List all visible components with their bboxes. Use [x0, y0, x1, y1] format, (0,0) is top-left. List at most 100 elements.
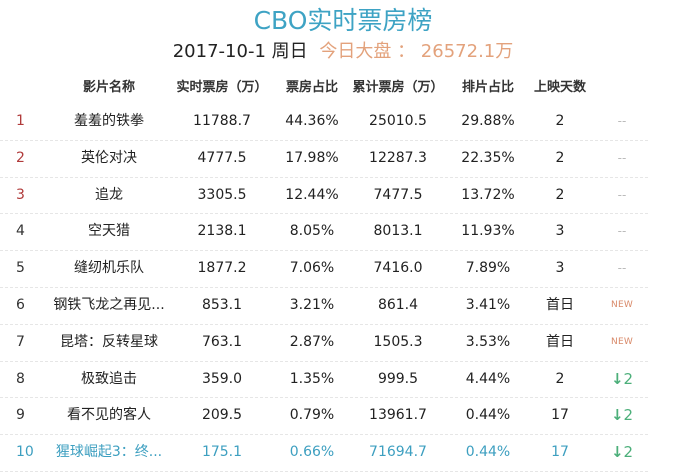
screening-share: 3.53% [465, 333, 511, 350]
table-row[interactable]: 3 追龙 3305.5 12.44% 7477.5 13.72% 2 -- [0, 178, 648, 215]
table-row[interactable]: 4 空天猎 2138.1 8.05% 8013.1 11.93% 3 -- [0, 214, 648, 252]
box-office-share: 17.98% [285, 149, 339, 166]
days-released: 2 [555, 113, 565, 129]
screening-share: 4.44% [465, 370, 511, 387]
table-row[interactable]: 1 羞羞的铁拳 11788.7 44.36% 25010.5 29.88% 2 … [0, 104, 648, 141]
table-header: 影片名称 实时票房（万） 票房占比 累计票房（万） 排片占比 上映天数 [0, 76, 648, 100]
screening-share: 0.44% [465, 407, 511, 424]
screening-share: 11.93% [461, 223, 515, 240]
screening-share: 0.44% [465, 444, 511, 461]
rank-change-down: ↓2 [596, 362, 648, 397]
table-row-highlighted[interactable]: 10 猩球崛起3：终... 175.1 0.66% 71694.7 0.44% … [0, 435, 648, 472]
rank-change-value: 2 [623, 443, 634, 462]
cumulative-box-office: 7416.0 [373, 260, 423, 277]
realtime-box-office: 1877.2 [197, 260, 247, 277]
table-row[interactable]: 5 缝纫机乐队 1877.2 7.06% 7416.0 7.89% 3 -- [0, 251, 648, 288]
box-office-share: 7.06% [289, 260, 335, 277]
realtime-box-office: 359.0 [201, 370, 243, 387]
cumulative-box-office: 7477.5 [373, 186, 423, 203]
cumulative-box-office: 1505.3 [373, 333, 423, 350]
screening-share: 29.88% [461, 113, 515, 129]
box-office-share: 8.05% [289, 223, 335, 240]
column-header-screen-share[interactable]: 排片占比 [461, 80, 514, 95]
movie-name[interactable]: 空天猎 [88, 223, 130, 240]
cumulative-box-office: 12287.3 [369, 149, 427, 166]
movie-name[interactable]: 昆塔：反转星球 [60, 333, 158, 350]
days-released: 3 [555, 223, 565, 240]
arrow-down-icon: ↓ [610, 406, 624, 425]
movie-name[interactable]: 缝纫机乐队 [74, 260, 144, 277]
trend-none: -- [617, 261, 627, 276]
days-released: 3 [555, 260, 565, 277]
column-header-cumulative[interactable]: 累计票房（万） [352, 80, 444, 95]
screening-share: 7.89% [465, 260, 511, 277]
rank: 9 [16, 407, 25, 424]
realtime-box-office: 3305.5 [197, 186, 247, 203]
movie-name[interactable]: 英伦对决 [81, 149, 137, 166]
movie-name[interactable]: 羞羞的铁拳 [74, 113, 144, 129]
movie-name[interactable]: 钢铁飞龙之再见... [53, 296, 165, 313]
table-row[interactable]: 7 昆塔：反转星球 763.1 2.87% 1505.3 3.53% 首日 NE… [0, 325, 648, 362]
arrow-down-icon: ↓ [610, 443, 624, 462]
rank: 5 [16, 260, 25, 277]
box-office-share: 44.36% [285, 113, 339, 129]
movie-name[interactable]: 极致追击 [81, 370, 137, 387]
rank-change-value: 2 [623, 369, 634, 388]
days-released: 首日 [546, 333, 574, 350]
new-badge: NEW [611, 299, 633, 310]
trend-none: -- [617, 114, 627, 128]
days-released: 17 [551, 444, 569, 461]
rank-change-value: 2 [623, 406, 634, 425]
realtime-box-office: 11788.7 [193, 113, 251, 129]
screening-share: 22.35% [461, 149, 515, 166]
box-office-table: 1 羞羞的铁拳 11788.7 44.36% 25010.5 29.88% 2 … [0, 104, 648, 472]
realtime-box-office: 175.1 [201, 444, 243, 461]
table-row[interactable]: 2 英伦对决 4777.5 17.98% 12287.3 22.35% 2 -- [0, 141, 648, 178]
table-row[interactable]: 8 极致追击 359.0 1.35% 999.5 4.44% 2 ↓2 [0, 362, 648, 399]
cumulative-box-office: 71694.7 [369, 444, 427, 461]
rank: 1 [16, 113, 25, 129]
realtime-box-office: 209.5 [201, 407, 243, 424]
realtime-box-office: 853.1 [201, 296, 243, 313]
column-header-name[interactable]: 影片名称 [82, 80, 135, 95]
total-box-office: 今日大盘 ： 26572.1万 [319, 41, 514, 62]
realtime-box-office: 2138.1 [197, 223, 247, 240]
cumulative-box-office: 25010.5 [369, 113, 427, 129]
box-office-share: 12.44% [285, 186, 339, 203]
cumulative-box-office: 8013.1 [373, 223, 423, 240]
column-header-share[interactable]: 票房占比 [285, 80, 338, 95]
box-office-share: 2.87% [289, 333, 335, 350]
cumulative-box-office: 861.4 [377, 296, 419, 313]
rank: 3 [16, 186, 25, 203]
column-header-realtime[interactable]: 实时票房（万） [176, 80, 268, 95]
movie-name[interactable]: 猩球崛起3：终... [55, 444, 163, 461]
box-office-share: 0.66% [289, 444, 335, 461]
rank: 4 [16, 223, 25, 240]
new-badge: NEW [611, 336, 633, 347]
movie-name[interactable]: 看不见的客人 [67, 407, 151, 424]
rank: 2 [16, 149, 25, 166]
box-office-share: 1.35% [289, 370, 335, 387]
days-released: 首日 [546, 296, 574, 313]
trend-none: -- [617, 150, 627, 165]
movie-name[interactable]: 追龙 [95, 186, 123, 203]
screening-share: 13.72% [461, 186, 515, 203]
days-released: 17 [551, 407, 569, 424]
rank: 6 [16, 296, 25, 313]
rank-change-down: ↓2 [596, 398, 648, 433]
realtime-box-office: 763.1 [201, 333, 243, 350]
page-title: CBO实时票房榜 [253, 6, 433, 35]
column-header-days[interactable]: 上映天数 [533, 80, 586, 95]
days-released: 2 [555, 370, 565, 387]
rank: 10 [16, 444, 34, 461]
trend-none: -- [617, 187, 627, 202]
rank: 7 [16, 333, 25, 350]
box-office-share: 0.79% [289, 407, 335, 424]
date-and-total: 2017-10-1 周日 今日大盘 ： 26572.1万 [0, 38, 686, 66]
trend-none: -- [617, 224, 627, 239]
days-released: 2 [555, 149, 565, 166]
table-row[interactable]: 9 看不见的客人 209.5 0.79% 13961.7 0.44% 17 ↓2 [0, 398, 648, 436]
realtime-box-office: 4777.5 [197, 149, 247, 166]
table-row[interactable]: 6 钢铁飞龙之再见... 853.1 3.21% 861.4 3.41% 首日 … [0, 288, 648, 325]
arrow-down-icon: ↓ [610, 369, 624, 388]
